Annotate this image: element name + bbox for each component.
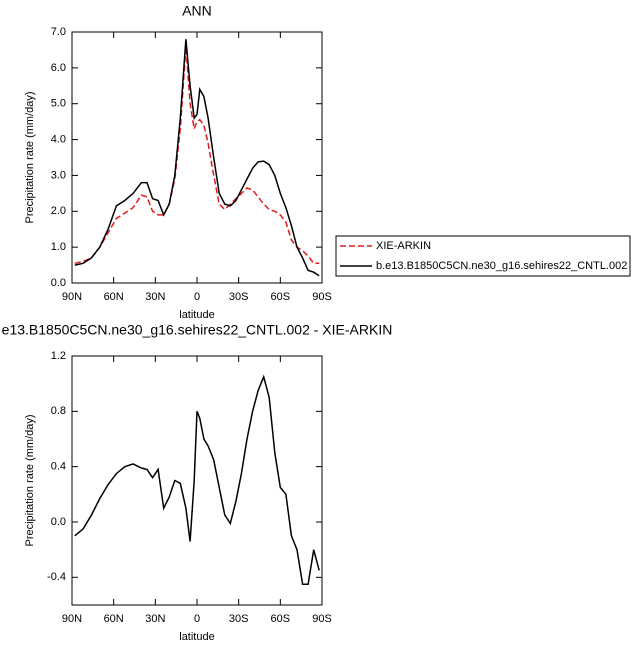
x-tick-label: 0 <box>194 291 200 303</box>
x-tick-label: 90N <box>62 613 82 625</box>
y-tick-label: 3.0 <box>51 169 66 181</box>
x-tick-label: 30S <box>229 613 249 625</box>
data-line <box>74 46 320 265</box>
y-tick-label: 5.0 <box>51 98 66 110</box>
y-tick-label: 0.8 <box>51 405 66 417</box>
y-tick-label: -0.4 <box>47 571 66 583</box>
y-tick-label: 1.0 <box>51 241 66 253</box>
x-tick-label: 60S <box>271 613 291 625</box>
x-tick-label: 30S <box>229 291 249 303</box>
y-axis-label: Precipitation rate (mm/day) <box>24 414 36 546</box>
chart-title: e13.B1850C5CN.ne30_g16.sehires22_CNTL.00… <box>2 322 393 338</box>
x-tick-label: 60N <box>104 291 124 303</box>
chart-title: ANN <box>182 3 212 19</box>
plot-frame <box>71 31 323 284</box>
legend-label: XIE-ARKIN <box>376 240 431 252</box>
x-tick-label: 90S <box>312 613 332 625</box>
plot-frame <box>71 355 323 606</box>
x-tick-label: 90S <box>312 291 332 303</box>
data-line <box>74 374 320 586</box>
data-line <box>74 39 320 277</box>
x-tick-label: 60S <box>271 291 291 303</box>
y-tick-label: 0.0 <box>51 516 66 528</box>
y-tick-label: 0.0 <box>51 277 66 289</box>
y-tick-label: 2.0 <box>51 205 66 217</box>
x-tick-label: 0 <box>194 613 200 625</box>
x-axis-label: latitude <box>179 309 214 321</box>
y-tick-label: 1.2 <box>51 350 66 362</box>
y-axis-label: Precipitation rate (mm/day) <box>24 91 36 223</box>
y-tick-label: 6.0 <box>51 62 66 74</box>
x-tick-label: 60N <box>104 613 124 625</box>
x-tick-label: 90N <box>62 291 82 303</box>
y-tick-label: 7.0 <box>51 26 66 38</box>
legend-label: b.e13.B1850C5CN.ne30_g16.sehires22_CNTL.… <box>376 260 627 272</box>
x-tick-label: 30N <box>145 291 165 303</box>
y-tick-label: 0.4 <box>51 461 66 473</box>
x-tick-label: 30N <box>145 613 165 625</box>
y-tick-label: 4.0 <box>51 133 66 145</box>
x-axis-label: latitude <box>179 631 214 643</box>
legend-box <box>335 235 631 277</box>
